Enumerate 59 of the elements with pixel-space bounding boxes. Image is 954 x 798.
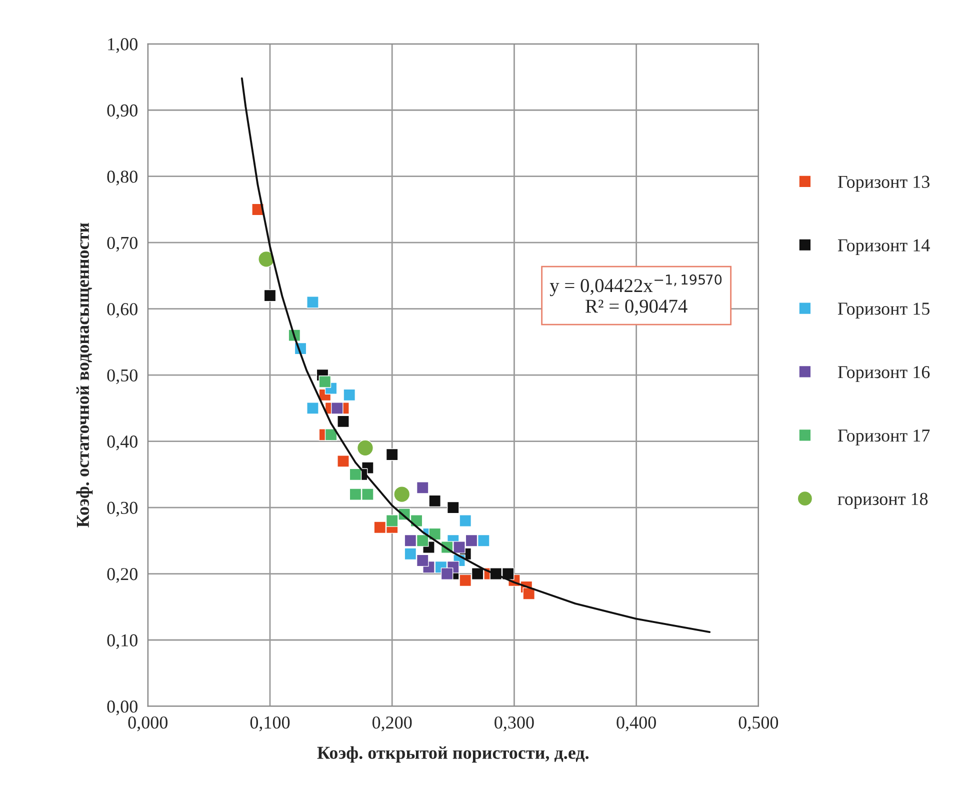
annotation: y = 0,04422x$^{−1,19570}$ R² = 0,90474 xyxy=(550,274,722,316)
point xyxy=(428,494,441,508)
point xyxy=(502,568,514,580)
point xyxy=(453,541,466,554)
y-tick-label: 0,40 xyxy=(107,436,138,450)
point xyxy=(394,486,410,503)
x-axis-title: Коэф. открытой пористости, д.ед. xyxy=(317,746,589,763)
legend-label: Горизонт 15 xyxy=(838,302,930,318)
point xyxy=(471,568,484,580)
point xyxy=(343,388,356,402)
legend-label: горизонт 18 xyxy=(838,492,928,509)
point xyxy=(416,482,429,494)
point xyxy=(416,534,429,547)
point xyxy=(362,488,374,500)
y-tick-label: 0,80 xyxy=(107,170,138,186)
x-tick-label: 0,000 xyxy=(128,716,168,732)
point xyxy=(349,468,362,481)
y-tick-label: 0,50 xyxy=(107,369,138,384)
point xyxy=(386,514,398,527)
point xyxy=(337,415,350,428)
point xyxy=(440,568,454,580)
point xyxy=(386,448,398,461)
y-tick-label: 0,00 xyxy=(107,700,138,716)
point xyxy=(306,402,319,414)
legend-label: Горизонт 16 xyxy=(838,366,930,382)
y-tick-label: 0,70 xyxy=(107,236,138,252)
point xyxy=(374,521,386,534)
legend-label: Горизонт 13 xyxy=(838,176,930,192)
point xyxy=(324,428,338,441)
x-tick-label: 0,100 xyxy=(250,716,290,732)
y-tick-label: 1,00 xyxy=(108,38,138,53)
y-tick-label: 0,90 xyxy=(107,104,138,120)
point xyxy=(459,574,472,587)
x-tick-label: 0,400 xyxy=(616,716,656,732)
point xyxy=(306,296,319,308)
legend-label: Горизонт 14 xyxy=(838,239,930,256)
point xyxy=(459,514,472,527)
y-tick-label: 0,10 xyxy=(107,634,138,650)
point xyxy=(318,376,332,388)
y-tick-label: 0,20 xyxy=(107,568,138,583)
point xyxy=(465,534,478,547)
point xyxy=(404,548,417,560)
point xyxy=(416,554,429,567)
x-tick-label: 0,500 xyxy=(738,716,778,732)
point xyxy=(446,501,460,514)
x-tick-label: 0,300 xyxy=(494,716,534,732)
point xyxy=(264,289,276,302)
x-tick-label: 0,200 xyxy=(372,716,412,732)
point xyxy=(337,455,350,468)
point xyxy=(404,534,417,547)
point xyxy=(349,488,362,500)
point xyxy=(356,440,374,456)
point xyxy=(522,587,536,600)
y-tick-label: 0,60 xyxy=(107,303,138,318)
point xyxy=(478,534,490,547)
legend-label: Горизонт 17 xyxy=(838,430,930,446)
point xyxy=(330,402,344,414)
y-tick-label: 0,30 xyxy=(107,502,138,517)
y-axis-title: Коэф. остаточной водонасыщенности xyxy=(76,222,93,528)
